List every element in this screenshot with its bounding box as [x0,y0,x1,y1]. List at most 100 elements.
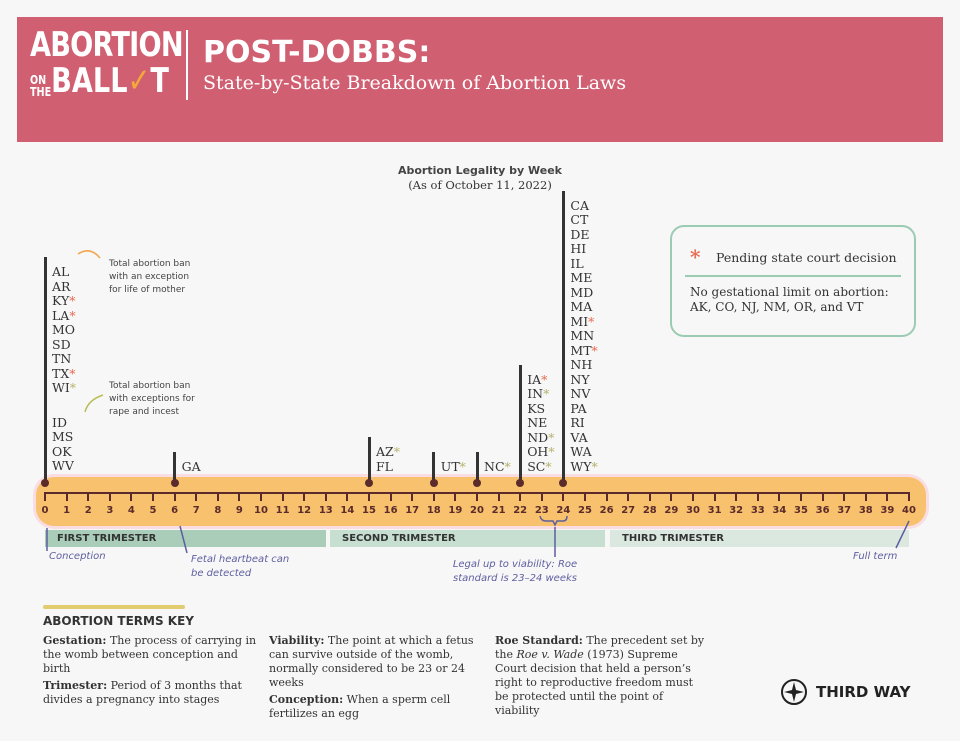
state-item: HI [570,241,597,257]
tick-mark [800,492,802,501]
state-item: TX* [52,365,76,382]
tick-label: 18 [426,505,441,516]
arrow-ban-rape [84,394,104,413]
state-item: SD [52,337,76,353]
state-item: WY* [570,459,597,475]
tick-label: 27 [621,505,636,516]
chart-date: (As of October 11, 2022) [408,178,552,192]
state-code: MD [570,284,594,300]
legend-box: * Pending state court decision No gestat… [670,225,916,337]
key-column-2: Viability: The point at which a fetus ca… [269,634,487,721]
tick-mark [562,492,565,501]
tick-mark [821,492,824,501]
state-code: ID [52,414,67,430]
state-code: WA [570,444,592,459]
state-code: RI [570,415,585,430]
state-code: TX [52,365,70,381]
term-trimester: Trimester: Period of 3 months that divid… [43,679,242,706]
tick-mark [281,492,284,501]
tick-label: 38 [858,505,873,516]
state-code: IN [527,386,544,401]
asterisk-icon: * [690,245,701,269]
tick-label: 25 [578,505,592,516]
pending-asterisk-icon: * [545,458,552,474]
tick-mark [843,492,846,501]
note-ban-life: Total abortion ban with an exception for… [109,259,191,295]
note-full-term: Full term [853,551,898,562]
tick-label: 21 [491,505,506,516]
tick-label: 13 [318,505,333,516]
state-item: AR [52,279,76,295]
tick-mark [627,492,630,501]
state-item: WI* [52,380,76,396]
legend-pending: Pending state court decision [716,250,897,265]
state-code: MO [52,322,76,338]
tick-mark [260,492,262,501]
tick-label: 23 [534,505,549,516]
tick-label: 26 [599,505,614,516]
state-code: IA [527,371,542,387]
state-code: NH [570,357,593,372]
term-viability: Viability: The point at which a fetus ca… [269,634,474,689]
tick-label: 39 [880,505,895,516]
state-code: MA [570,299,593,314]
state-code: MT [570,342,592,358]
tick-label: 17 [405,505,420,516]
marker-stem [43,257,47,483]
abortion-on-the-ballot-logo: ABORTION ON THEBALL✓T [30,25,184,101]
state-code: NY [570,371,590,387]
tick-mark [346,492,349,501]
key-column-3: Roe Standard: The precedent set by the R… [495,634,710,718]
state-item: AL [52,264,76,280]
state-item: GA [181,458,201,475]
note-viability: Legal up to viability: Roe standard is 2… [452,559,578,584]
state-item: VA [570,430,597,446]
tick-mark [864,492,867,501]
tick-mark [692,492,694,501]
marker-stem [561,190,565,483]
header-divider [186,30,188,100]
state-item: FL [376,459,400,475]
tick-label: 3 [106,505,114,516]
tick-label: 33 [750,505,765,516]
term-roe-standard: Roe Standard: The precedent set by the R… [495,634,705,717]
state-code: GA [181,458,201,474]
second-trimester-band: SECOND TRIMESTER [330,530,605,547]
state-code: IL [570,255,584,271]
tick-mark [454,492,457,501]
state-list-week-6: GA [181,458,201,475]
state-code: LA [52,307,70,323]
tick-mark [303,492,306,501]
legend-no-limit: No gestational limit on abortion: AK, CO… [690,285,889,314]
state-item: AZ* [376,444,400,460]
state-code: AZ [376,444,394,459]
marker-dot [365,479,373,487]
tick-mark [173,492,176,501]
tick-mark [886,492,889,501]
week-timeline-bar [36,477,926,526]
third-trimester-band: THIRD TRIMESTER [610,530,909,547]
pending-asterisk-icon: * [543,386,550,401]
tick-label: 2 [84,505,92,516]
state-code: OK [52,443,72,459]
state-code: HI [570,241,587,256]
tick-mark [713,492,716,501]
state-code: DE [570,226,590,242]
state-item: IA* [527,371,554,388]
marker-dot [473,479,481,487]
marker-dot [170,479,179,487]
tick-mark [152,492,154,501]
viability-bracket [539,515,568,527]
key-accent-bar [43,605,185,609]
tick-mark [735,492,738,501]
state-list-week-0: AL AR KY* LA* MO SD TN TX* WI* ID MS OK WV [52,264,76,474]
state-item: MT* [570,342,597,359]
arrow-heartbeat [179,525,188,554]
tick-label: 12 [297,505,312,516]
tick-label: 24 [556,505,571,516]
pending-asterisk-icon: * [548,444,555,459]
arrow-ban-life [77,250,101,259]
state-item: DE [570,226,597,243]
tick-label: 7 [192,505,200,516]
tick-mark [497,492,500,501]
